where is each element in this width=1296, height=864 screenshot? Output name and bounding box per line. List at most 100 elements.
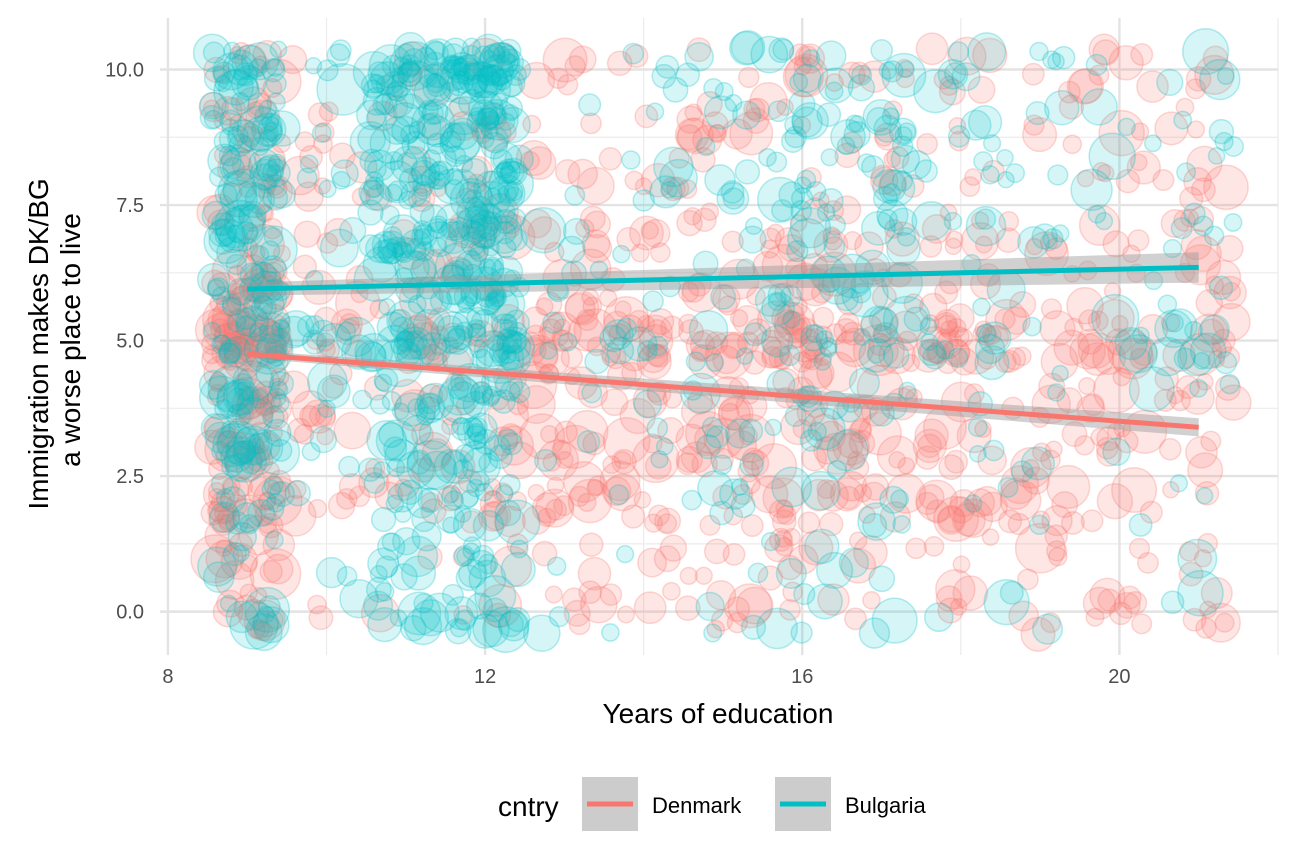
data-point xyxy=(216,150,254,187)
data-point xyxy=(386,299,427,341)
data-point xyxy=(194,429,230,465)
data-point xyxy=(925,342,948,365)
data-point xyxy=(1179,332,1223,376)
data-point xyxy=(881,52,927,98)
data-point xyxy=(903,293,924,314)
data-point xyxy=(974,333,1006,365)
data-point xyxy=(577,492,597,513)
data-point xyxy=(824,323,848,346)
data-point xyxy=(784,53,829,98)
data-point xyxy=(237,237,259,258)
data-point xyxy=(653,545,681,573)
data-point xyxy=(960,109,992,141)
data-point xyxy=(1088,64,1110,86)
data-point xyxy=(630,243,650,263)
data-point xyxy=(994,351,1017,374)
data-point xyxy=(678,313,699,334)
data-point xyxy=(950,347,979,376)
data-point xyxy=(749,81,788,121)
data-point xyxy=(900,174,925,198)
data-point xyxy=(982,439,1005,462)
data-point xyxy=(589,260,609,279)
data-point xyxy=(985,298,1028,342)
data-point xyxy=(1078,309,1102,333)
data-point xyxy=(222,475,250,503)
data-point xyxy=(936,352,959,375)
data-point xyxy=(983,579,1030,626)
data-point xyxy=(568,45,597,74)
data-point xyxy=(453,505,472,523)
data-point xyxy=(454,444,475,464)
data-point xyxy=(1128,366,1175,413)
data-point xyxy=(815,420,846,452)
y-tick-labels: 0.02.55.07.510.0 xyxy=(105,60,144,624)
data-point xyxy=(782,310,801,329)
data-point xyxy=(424,142,457,176)
data-point xyxy=(1204,275,1225,295)
data-point xyxy=(1066,286,1104,325)
data-point xyxy=(190,534,240,584)
data-point xyxy=(233,43,267,77)
data-point xyxy=(641,218,671,249)
data-point xyxy=(230,65,267,101)
data-point xyxy=(790,621,813,644)
data-point xyxy=(745,97,771,123)
data-point xyxy=(729,111,774,156)
data-point xyxy=(877,208,898,230)
data-point xyxy=(497,69,526,98)
data-point xyxy=(448,216,471,239)
data-point xyxy=(726,413,776,463)
data-point xyxy=(688,310,729,350)
data-point xyxy=(586,478,604,497)
data-point xyxy=(1211,328,1236,353)
data-point xyxy=(1177,338,1216,377)
data-point xyxy=(792,418,813,439)
data-point xyxy=(788,43,812,66)
data-point xyxy=(836,136,856,156)
data-point xyxy=(521,306,549,334)
data-point xyxy=(1080,509,1104,533)
data-point xyxy=(520,206,567,254)
data-point xyxy=(484,489,503,508)
data-point xyxy=(221,340,241,360)
data-point xyxy=(1115,168,1141,194)
data-point xyxy=(248,58,268,78)
data-point xyxy=(245,334,264,352)
data-point xyxy=(799,328,829,357)
data-point xyxy=(213,322,243,353)
data-point xyxy=(1156,68,1184,97)
data-point xyxy=(1176,162,1197,183)
data-point xyxy=(981,528,1000,546)
data-point xyxy=(1200,577,1233,610)
data-point xyxy=(846,450,866,470)
data-point xyxy=(208,383,228,403)
data-point xyxy=(210,491,233,513)
data-point xyxy=(936,314,958,335)
data-point xyxy=(801,349,823,371)
data-point xyxy=(500,441,539,480)
data-point xyxy=(777,554,803,581)
data-point xyxy=(462,390,490,419)
data-point xyxy=(1044,524,1069,548)
data-point xyxy=(487,426,518,457)
data-point xyxy=(703,538,730,565)
data-point xyxy=(246,619,266,640)
data-point xyxy=(1189,313,1230,353)
data-point xyxy=(1091,162,1111,182)
data-point xyxy=(261,461,280,481)
data-point xyxy=(1207,350,1226,369)
data-point xyxy=(949,598,968,616)
data-point xyxy=(638,342,669,374)
data-point xyxy=(359,148,384,174)
data-point xyxy=(407,165,437,194)
data-point xyxy=(533,448,558,472)
data-point xyxy=(1044,237,1068,260)
data-point xyxy=(242,323,263,344)
data-point xyxy=(236,361,281,406)
data-point xyxy=(816,479,850,512)
data-point xyxy=(410,159,437,186)
data-point xyxy=(800,323,828,352)
data-point xyxy=(439,123,481,165)
data-point xyxy=(335,488,358,510)
data-point xyxy=(660,181,678,199)
